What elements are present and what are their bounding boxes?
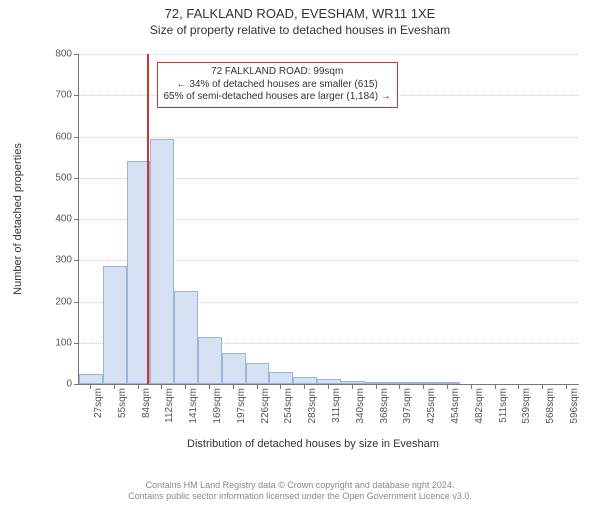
- xtick-mark: [447, 384, 448, 389]
- xtick-label: 283sqm: [307, 388, 318, 424]
- xtick-label: 397sqm: [402, 388, 413, 424]
- ytick-label: 400: [48, 214, 72, 225]
- xtick-label: 539sqm: [521, 388, 532, 424]
- xtick-mark: [209, 384, 210, 389]
- ytick-label: 500: [48, 172, 72, 183]
- xtick-label: 197sqm: [236, 388, 247, 424]
- xtick-mark: [280, 384, 281, 389]
- xtick-label: 340sqm: [355, 388, 366, 424]
- xtick-label: 482sqm: [474, 388, 485, 424]
- ytick-mark: [74, 343, 79, 344]
- attribution-footer: Contains HM Land Registry data © Crown c…: [0, 480, 600, 503]
- bar: [79, 374, 103, 384]
- xtick-label: 454sqm: [450, 388, 461, 424]
- ytick-mark: [74, 95, 79, 96]
- xtick-label: 169sqm: [212, 388, 223, 424]
- xtick-label: 596sqm: [569, 388, 580, 424]
- annotation-box: 72 FALKLAND ROAD: 99sqm← 34% of detached…: [157, 62, 398, 108]
- xtick-label: 311sqm: [331, 388, 342, 423]
- annotation-line: 65% of semi-detached houses are larger (…: [164, 91, 391, 104]
- xtick-label: 112sqm: [164, 388, 175, 423]
- bar: [222, 353, 246, 384]
- plot-area: 72 FALKLAND ROAD: 99sqm← 34% of detached…: [78, 54, 579, 385]
- bar: [198, 337, 222, 384]
- footer-line-1: Contains HM Land Registry data © Crown c…: [0, 480, 600, 491]
- xtick-mark: [328, 384, 329, 389]
- xtick-mark: [376, 384, 377, 389]
- xtick-label: 254sqm: [283, 388, 294, 424]
- xtick-label: 568sqm: [545, 388, 556, 424]
- x-axis-label: Distribution of detached houses by size …: [48, 438, 578, 450]
- marker-line: [147, 54, 149, 384]
- ytick-label: 800: [48, 49, 72, 60]
- page-subtitle: Size of property relative to detached ho…: [0, 23, 600, 37]
- ytick-label: 700: [48, 90, 72, 101]
- ytick-mark: [74, 54, 79, 55]
- xtick-label: 226sqm: [260, 388, 271, 424]
- bar: [174, 291, 198, 384]
- xtick-label: 55sqm: [117, 388, 128, 418]
- footer-line-2: Contains public sector information licen…: [0, 491, 600, 502]
- ytick-mark: [74, 302, 79, 303]
- bar: [293, 377, 317, 384]
- xtick-label: 84sqm: [141, 388, 152, 418]
- xtick-mark: [304, 384, 305, 389]
- xtick-mark: [495, 384, 496, 389]
- xtick-mark: [114, 384, 115, 389]
- ytick-mark: [74, 219, 79, 220]
- ytick-mark: [74, 260, 79, 261]
- xtick-mark: [566, 384, 567, 389]
- xtick-mark: [399, 384, 400, 389]
- ytick-mark: [74, 137, 79, 138]
- gridline: [79, 54, 579, 55]
- xtick-label: 27sqm: [93, 388, 104, 418]
- xtick-mark: [257, 384, 258, 389]
- annotation-line: ← 34% of detached houses are smaller (61…: [164, 79, 391, 92]
- ytick-label: 200: [48, 296, 72, 307]
- histogram-chart: Number of detached properties 72 FALKLAN…: [48, 54, 578, 414]
- bar: [246, 363, 270, 384]
- ytick-label: 0: [48, 379, 72, 390]
- xtick-label: 368sqm: [379, 388, 390, 424]
- ytick-mark: [74, 384, 79, 385]
- xtick-mark: [138, 384, 139, 389]
- bar: [150, 139, 174, 384]
- ytick-label: 100: [48, 337, 72, 348]
- xtick-mark: [471, 384, 472, 389]
- ytick-mark: [74, 178, 79, 179]
- annotation-line: 72 FALKLAND ROAD: 99sqm: [164, 66, 391, 79]
- bar: [103, 266, 127, 384]
- ytick-label: 600: [48, 131, 72, 142]
- ytick-label: 300: [48, 255, 72, 266]
- xtick-mark: [542, 384, 543, 389]
- xtick-label: 425sqm: [426, 388, 437, 424]
- gridline: [79, 137, 579, 138]
- xtick-mark: [423, 384, 424, 389]
- xtick-label: 511sqm: [498, 388, 509, 423]
- xtick-label: 141sqm: [188, 388, 199, 424]
- xtick-mark: [90, 384, 91, 389]
- bar: [269, 372, 293, 384]
- xtick-mark: [161, 384, 162, 389]
- page-title: 72, FALKLAND ROAD, EVESHAM, WR11 1XE: [0, 6, 600, 21]
- xtick-mark: [352, 384, 353, 389]
- xtick-mark: [185, 384, 186, 389]
- xtick-mark: [518, 384, 519, 389]
- xtick-mark: [233, 384, 234, 389]
